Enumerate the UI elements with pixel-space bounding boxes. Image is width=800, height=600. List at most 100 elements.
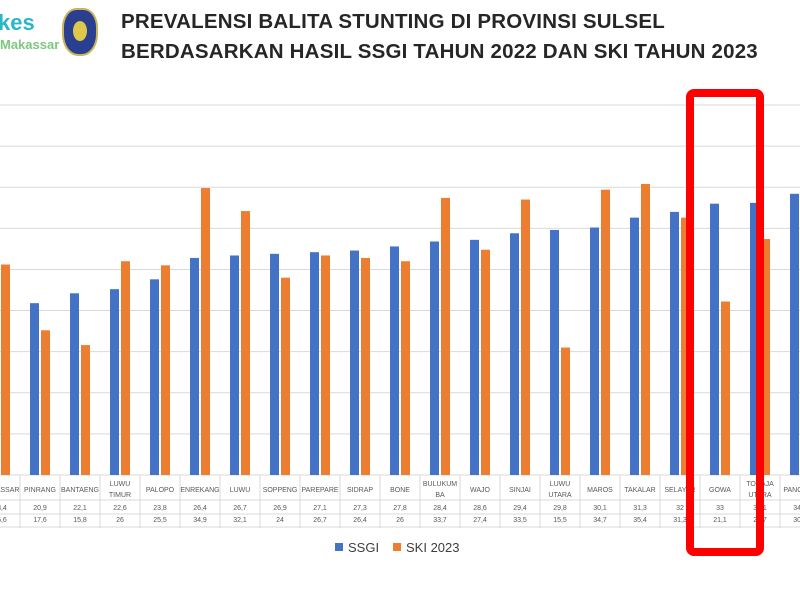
category-label: GOWA <box>709 487 731 494</box>
ski-value-label: 25,6 <box>0 517 7 524</box>
ssgi-bar <box>230 255 239 475</box>
ski-value-label: 24 <box>276 517 284 524</box>
ssgi-value-label: 30,1 <box>593 505 607 512</box>
ssgi-value-label: 31,3 <box>633 505 647 512</box>
category-label: PALOPO <box>146 487 175 494</box>
ssgi-value-label: 26,7 <box>233 505 247 512</box>
ski-bar <box>641 183 650 475</box>
ski-value-label: 15,5 <box>553 517 567 524</box>
category-label: SINJAI <box>509 487 531 494</box>
ski-bar <box>521 199 530 476</box>
category-label: PAREPARE <box>301 487 338 494</box>
category-label: SOPPENG <box>263 487 298 494</box>
category-label: MAROS <box>587 487 613 494</box>
gowa-highlight-box <box>686 89 764 556</box>
category-label: BONE <box>390 487 410 494</box>
emblem-seal-icon <box>62 8 98 56</box>
category-label: SIDRAP <box>347 487 373 494</box>
ssgi-bar <box>30 303 39 475</box>
ssgi-value-label: 34,2 <box>793 505 800 512</box>
category-label: BA <box>435 492 445 499</box>
category-label: BANTAENG <box>61 487 99 494</box>
logo-subtext: Makassar <box>0 37 60 52</box>
ski-bar <box>361 257 370 475</box>
category-label: TAKALAR <box>624 487 655 494</box>
ski-value-label: 26 <box>396 517 404 524</box>
category-label: WAJO <box>470 487 491 494</box>
ski-value-label: 35,4 <box>633 517 647 524</box>
ssgi-value-label: 26,4 <box>193 505 207 512</box>
ssgi-bar <box>630 217 639 475</box>
ssgi-bar <box>710 203 719 475</box>
ski-value-label: 27,4 <box>473 517 487 524</box>
ssgi-bar <box>110 289 119 475</box>
ski-bar <box>281 277 290 475</box>
category-label: MAKASSAR <box>0 487 19 494</box>
ski-bar <box>601 189 610 475</box>
ski-bar <box>321 255 330 475</box>
ski-bar <box>721 301 730 475</box>
ski-bar <box>241 211 250 476</box>
chart-title-line2: BERDASARKAN HASIL SSGI TAHUN 2022 DAN SK… <box>121 40 758 63</box>
ssgi-value-label: 32 <box>676 505 684 512</box>
ski-value-label: 32,1 <box>233 517 247 524</box>
ski-value-label: 21,1 <box>713 517 727 524</box>
category-label: LUWU <box>230 487 251 494</box>
ski-value-label: 30,3 <box>793 517 800 524</box>
ssgi-value-label: 28,6 <box>473 505 487 512</box>
ski-value-label: 31,3 <box>673 517 687 524</box>
ski-value-label: 17,6 <box>33 517 47 524</box>
ski-value-label: 26,4 <box>353 517 367 524</box>
ski-bar <box>401 261 410 475</box>
ssgi-bar <box>670 211 679 475</box>
logo-text: kes <box>0 10 35 35</box>
ssgi-value-label: 23,8 <box>153 505 167 512</box>
ski-value-label: 33,7 <box>433 517 447 524</box>
legend-swatch <box>393 543 401 551</box>
ssgi-bar <box>310 252 319 475</box>
ssgi-bar <box>150 279 159 475</box>
ssgi-bar <box>510 233 519 475</box>
ssgi-value-label: 29,8 <box>553 505 567 512</box>
ssgi-value-label: 27,3 <box>353 505 367 512</box>
ski-value-label: 25,5 <box>153 517 167 524</box>
category-label: UTARA <box>548 492 572 499</box>
legend-label: SKI 2023 <box>406 540 460 555</box>
ski-value-label: 34,9 <box>193 517 207 524</box>
category-label: TIMUR <box>109 492 131 499</box>
category-label: ENREKANG <box>180 487 219 494</box>
ski-bar <box>481 249 490 475</box>
ssgi-bar <box>190 257 199 475</box>
ssgi-value-label: 27,1 <box>313 505 327 512</box>
ssgi-value-label: 28,4 <box>433 505 447 512</box>
ssgi-bar <box>550 229 559 475</box>
chart-title-line1: PREVALENSI BALITA STUNTING DI PROVINSI S… <box>121 10 665 33</box>
ssgi-value-label: 26,9 <box>273 505 287 512</box>
ssgi-value-label: 22,6 <box>113 505 127 512</box>
category-label: PINRANG <box>24 487 56 494</box>
ssgi-value-label: 33 <box>716 505 724 512</box>
legend-label: SSGI <box>348 540 379 555</box>
ski-value-label: 34,7 <box>593 517 607 524</box>
ski-bar <box>201 188 210 476</box>
ssgi-bar <box>350 250 359 475</box>
category-label: SELAYAR <box>664 487 695 494</box>
category-label: PANGKEP <box>783 487 800 494</box>
ssgi-bar <box>590 227 599 475</box>
ski-bar <box>681 217 690 475</box>
ssgi-value-label: 29,4 <box>513 505 527 512</box>
ski-value-label: 33,5 <box>513 517 527 524</box>
ski-value-label: 26 <box>116 517 124 524</box>
ssgi-bar <box>470 239 479 475</box>
ski-bar <box>161 265 170 475</box>
legend-swatch <box>335 543 343 551</box>
ski-bar <box>81 345 90 475</box>
ssgi-bar <box>430 241 439 475</box>
ssgi-bar <box>790 193 799 476</box>
ski-bar <box>441 197 450 475</box>
ssgi-value-label: 18,4 <box>0 505 7 512</box>
category-label: LUWU <box>110 481 131 488</box>
ski-bar <box>121 261 130 475</box>
ski-bar <box>561 347 570 475</box>
